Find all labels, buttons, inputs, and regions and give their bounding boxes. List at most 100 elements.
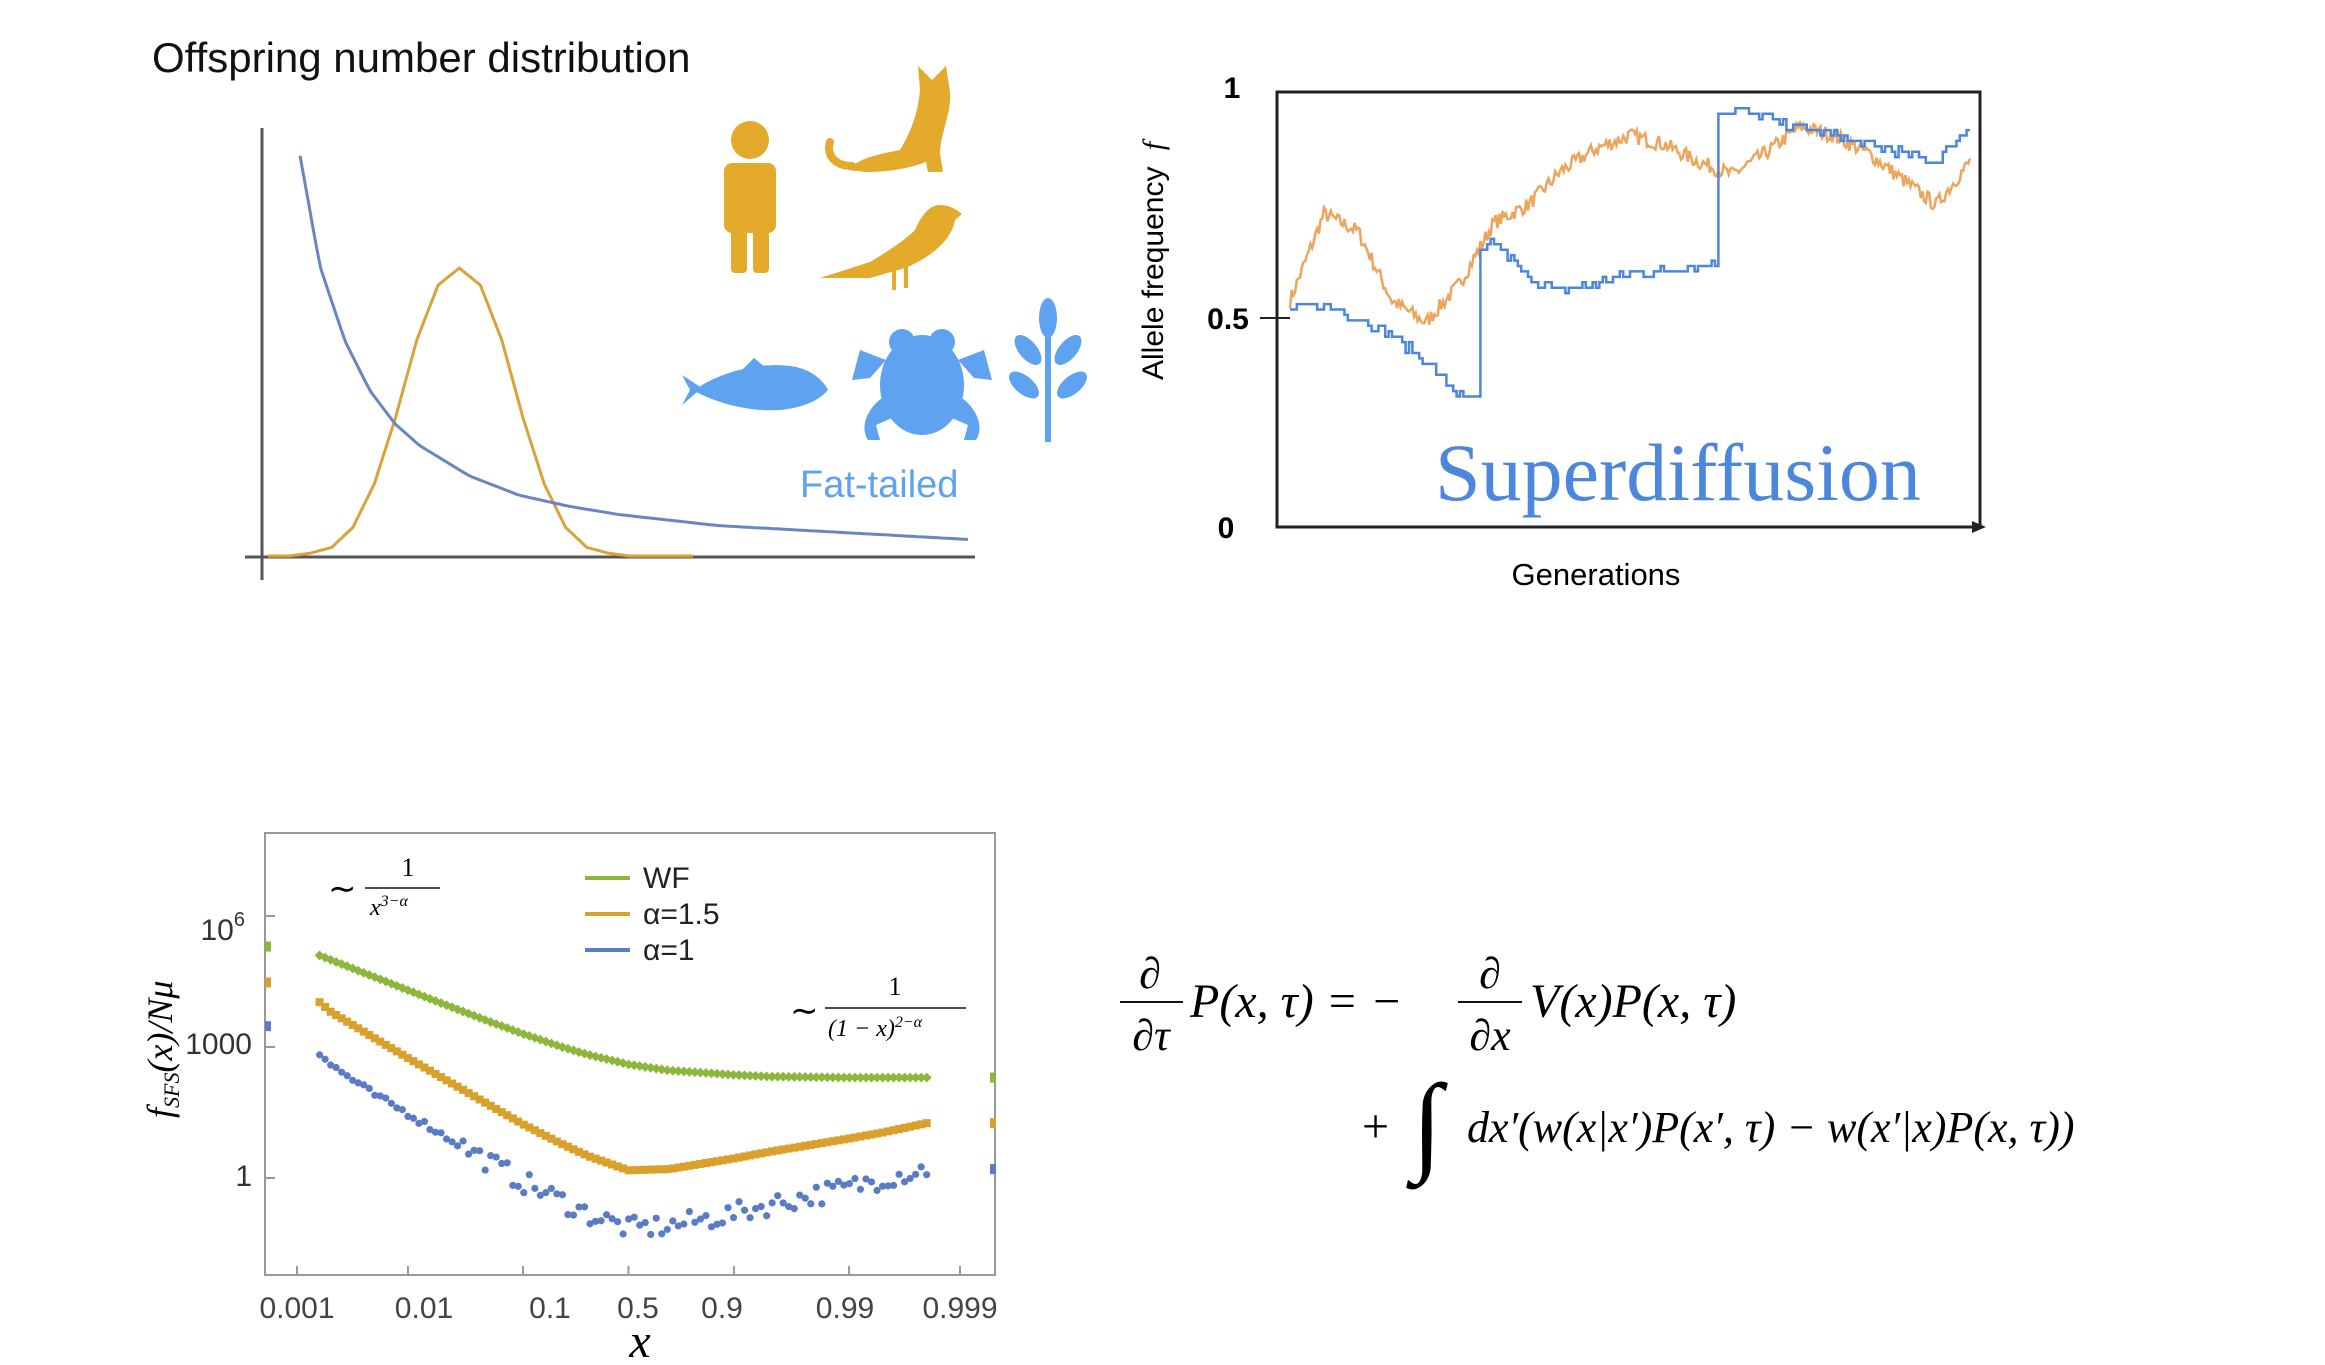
alpha-1-5-point bbox=[707, 1158, 716, 1167]
panel-b-x-arrow bbox=[1972, 521, 1986, 533]
alpha-1-5-point bbox=[784, 1144, 793, 1153]
alpha-1-point bbox=[327, 1061, 335, 1069]
wf-point bbox=[265, 941, 271, 952]
panel-c-frame bbox=[264, 832, 996, 1276]
alpha-1-point bbox=[525, 1171, 533, 1179]
alpha-1-point bbox=[492, 1153, 500, 1161]
wf-point bbox=[706, 1068, 717, 1079]
alpha-1-5-point bbox=[845, 1134, 854, 1143]
legend-label-alpha-1: α=1 bbox=[643, 934, 695, 967]
alpha-1-point bbox=[790, 1205, 798, 1213]
alpha-1-5-point bbox=[519, 1120, 528, 1129]
alpha-1-5-point bbox=[332, 1011, 341, 1020]
panel-a-curves bbox=[268, 155, 969, 558]
alpha-1-5-point bbox=[370, 1034, 379, 1043]
alpha-1-5-point bbox=[403, 1053, 412, 1062]
alpha-1-point bbox=[360, 1081, 368, 1089]
alpha-1-point bbox=[602, 1211, 611, 1219]
alpha-1-point bbox=[707, 1223, 716, 1231]
orange-trajectory bbox=[1288, 119, 1972, 326]
alpha-1-5-point bbox=[376, 1037, 385, 1046]
wf-point bbox=[728, 1069, 739, 1080]
alpha-1-point bbox=[338, 1068, 346, 1076]
alpha-1-5-point bbox=[679, 1162, 688, 1171]
alpha-1-point bbox=[365, 1084, 373, 1092]
alpha-1-5-point bbox=[768, 1147, 777, 1156]
alpha-1-point bbox=[641, 1218, 649, 1227]
alpha-1-5-point bbox=[922, 1119, 931, 1128]
allele-frequency-panel: 1 0.5 0 Allele frequency f Generations S… bbox=[1137, 72, 1986, 592]
alpha-1-5-point bbox=[718, 1156, 727, 1165]
alpha-1-5-point bbox=[354, 1024, 363, 1033]
alpha-1-5-point bbox=[437, 1073, 446, 1082]
alpha-1-point bbox=[840, 1181, 848, 1189]
human-icon bbox=[724, 121, 776, 273]
alpha-1-5-point bbox=[398, 1050, 407, 1059]
ann-left-den-base: x bbox=[369, 895, 381, 921]
alpha-1-point bbox=[531, 1184, 539, 1192]
alpha-1-point bbox=[647, 1230, 655, 1239]
alpha-1-5-point bbox=[856, 1132, 865, 1141]
alpha-1-5-point bbox=[712, 1157, 721, 1166]
alpha-1-5-point bbox=[326, 1007, 335, 1016]
wf-point bbox=[833, 1072, 844, 1083]
wf-point bbox=[723, 1069, 733, 1080]
panel-c-xtick-label: 0.99 bbox=[816, 1292, 874, 1325]
alpha-1-point bbox=[691, 1218, 699, 1226]
alpha-1-5-point bbox=[873, 1129, 882, 1138]
alpha-1-point bbox=[476, 1147, 484, 1155]
alpha-1-5-point bbox=[574, 1147, 583, 1156]
alpha-1-point bbox=[481, 1166, 489, 1174]
alpha-1-5-point bbox=[563, 1142, 572, 1151]
wf-point bbox=[844, 1072, 855, 1083]
alpha-1-5-point bbox=[674, 1163, 683, 1172]
panel-b-ytick-1: 1 bbox=[1224, 72, 1241, 105]
eq-lhs-rest: P(x, τ) = − bbox=[1189, 975, 1403, 1028]
alpha-1-5-point bbox=[420, 1063, 429, 1072]
wf-point bbox=[877, 1072, 888, 1083]
alpha-1-5-point bbox=[602, 1158, 611, 1167]
alpha-1-point bbox=[520, 1189, 528, 1197]
alpha-1-point bbox=[740, 1206, 749, 1214]
alpha-1-point bbox=[487, 1152, 495, 1160]
alpha-1-point bbox=[382, 1094, 390, 1102]
panel-c-ytick-1e6-exp: 6 bbox=[234, 909, 245, 931]
alpha-1-point bbox=[354, 1079, 362, 1087]
legend-label-alpha-1-5: α=1.5 bbox=[643, 898, 720, 931]
ann-right-num: 1 bbox=[889, 972, 902, 1001]
alpha-1-point bbox=[415, 1119, 423, 1127]
alpha-1-point bbox=[713, 1220, 721, 1228]
alpha-1-5-point bbox=[757, 1149, 766, 1158]
ann-left-num: 1 bbox=[402, 853, 415, 882]
alpha-1-5-point bbox=[795, 1142, 804, 1151]
alpha-1-5-point bbox=[867, 1130, 876, 1139]
alpha-1-5-point bbox=[696, 1159, 705, 1168]
wf-point bbox=[745, 1070, 756, 1081]
alpha-1-point bbox=[470, 1146, 478, 1154]
eq-integral: ∫ bbox=[1406, 1062, 1448, 1190]
alpha-1-5-point bbox=[690, 1160, 699, 1169]
alpha-1-5-point bbox=[486, 1101, 495, 1110]
alpha-1-5-point bbox=[735, 1153, 744, 1162]
alpha-1-5-point bbox=[900, 1123, 909, 1132]
alpha-1-point bbox=[889, 1181, 898, 1190]
alpha-1-5-point bbox=[547, 1134, 556, 1143]
alpha-1-point bbox=[901, 1178, 909, 1186]
alpha-1-5-point bbox=[470, 1092, 479, 1101]
panel-b-ylabel: Allele frequency f bbox=[1137, 138, 1170, 380]
ann-left-den-exp: 3−α bbox=[380, 893, 409, 910]
alpha-1-5-point bbox=[806, 1140, 815, 1149]
alpha-1-point bbox=[851, 1174, 859, 1183]
alpha-1-point bbox=[751, 1205, 760, 1213]
eq-rhs-den: ∂x bbox=[1469, 1011, 1511, 1060]
alpha-1-point bbox=[862, 1175, 870, 1183]
alpha-1-point bbox=[856, 1185, 865, 1193]
alpha-1-point bbox=[614, 1218, 622, 1226]
alpha-1-5-point bbox=[343, 1017, 352, 1026]
fat-tailed-label: Fat-tailed bbox=[800, 464, 958, 506]
alpha-1-5-point bbox=[525, 1123, 534, 1132]
alpha-1-5-point bbox=[541, 1131, 550, 1140]
alpha-1-point bbox=[658, 1230, 666, 1238]
narrow-distribution-curve bbox=[268, 266, 693, 558]
alpha-1-point bbox=[509, 1181, 517, 1189]
